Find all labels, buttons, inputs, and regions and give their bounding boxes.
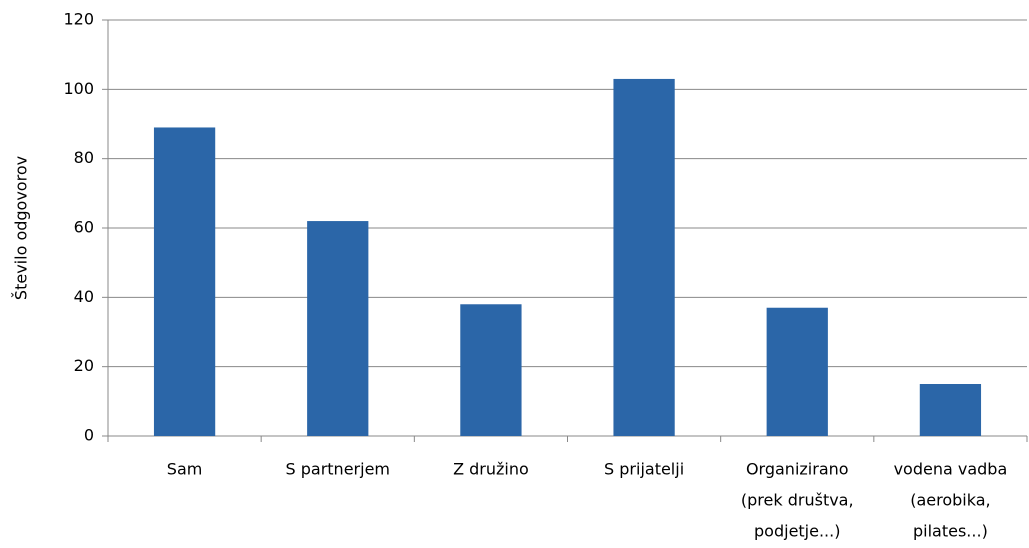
x-tick-label: S partnerjem bbox=[286, 460, 391, 479]
bar bbox=[766, 307, 828, 436]
y-tick-label: 100 bbox=[63, 79, 94, 98]
y-tick-label: 80 bbox=[74, 148, 94, 167]
y-tick-label: 40 bbox=[74, 287, 94, 306]
x-tick-label: S prijatelji bbox=[604, 460, 684, 479]
y-tick-label: 120 bbox=[63, 10, 94, 29]
y-axis-label: Število odgovorov bbox=[12, 156, 31, 300]
bar bbox=[307, 221, 369, 436]
y-tick-label: 20 bbox=[74, 356, 94, 375]
bar bbox=[613, 78, 675, 436]
x-tick-label: vodena vadba bbox=[894, 460, 1008, 479]
x-tick-label: podjetje...) bbox=[754, 522, 840, 541]
x-tick-label: Organizirano bbox=[746, 460, 849, 479]
x-tick-label: Z družino bbox=[453, 460, 529, 479]
y-tick-label: 60 bbox=[74, 218, 94, 237]
bar bbox=[919, 384, 982, 436]
x-tick-label: pilates...) bbox=[913, 522, 988, 541]
x-tick-label: Sam bbox=[167, 460, 203, 479]
x-tick-label: (prek društva, bbox=[741, 491, 854, 510]
bar bbox=[153, 127, 216, 436]
bar bbox=[460, 304, 522, 436]
x-tick-label: (aerobika, bbox=[910, 491, 990, 510]
y-tick-label: 0 bbox=[84, 426, 94, 445]
